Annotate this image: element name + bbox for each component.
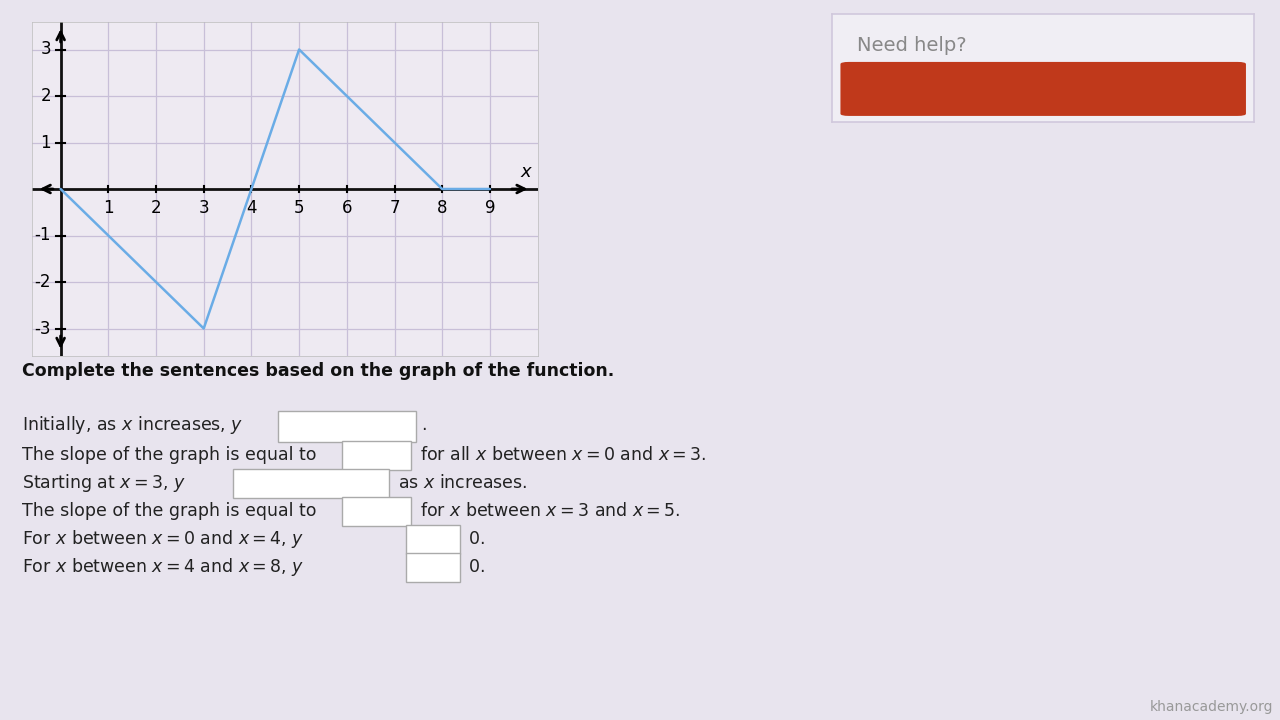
Text: 1: 1 bbox=[41, 133, 51, 151]
Text: Starting at $x = 3$, $y$: Starting at $x = 3$, $y$ bbox=[22, 472, 186, 494]
Text: Initially, as $x$ increases, $y$: Initially, as $x$ increases, $y$ bbox=[22, 414, 243, 436]
Text: khanacademy.org: khanacademy.org bbox=[1151, 701, 1274, 714]
Text: The slope of the graph is equal to: The slope of the graph is equal to bbox=[22, 446, 316, 464]
Text: .: . bbox=[421, 416, 426, 434]
Text: ▾: ▾ bbox=[399, 420, 404, 430]
Text: for all $x$ between $x = 0$ and $x = 3$.: for all $x$ between $x = 0$ and $x = 3$. bbox=[420, 446, 707, 464]
Text: -2: -2 bbox=[35, 273, 51, 291]
Text: $0$.: $0$. bbox=[468, 530, 485, 548]
Text: 6: 6 bbox=[342, 199, 352, 217]
Text: decreases: decreases bbox=[284, 416, 384, 434]
Text: I'd like a hint: I'd like a hint bbox=[979, 80, 1107, 98]
Text: 5: 5 bbox=[294, 199, 305, 217]
Text: ▾: ▾ bbox=[372, 478, 378, 488]
Text: ▾: ▾ bbox=[443, 534, 448, 544]
Text: 2: 2 bbox=[41, 87, 51, 105]
Text: 1: 1 bbox=[102, 199, 114, 217]
Text: 9: 9 bbox=[485, 199, 495, 217]
Text: 4: 4 bbox=[246, 199, 257, 217]
Text: 8: 8 bbox=[436, 199, 448, 217]
Text: 3: 3 bbox=[41, 40, 51, 58]
Text: for $x$ between $x = 3$ and $x = 5$.: for $x$ between $x = 3$ and $x = 5$. bbox=[420, 502, 681, 520]
Text: $x$: $x$ bbox=[520, 163, 532, 181]
Text: The slope of the graph is equal to: The slope of the graph is equal to bbox=[22, 502, 316, 520]
Text: 2: 2 bbox=[151, 199, 161, 217]
FancyBboxPatch shape bbox=[841, 62, 1245, 116]
Text: For $x$ between $x = 4$ and $x = 8$, $y$: For $x$ between $x = 4$ and $x = 8$, $y$ bbox=[22, 556, 305, 578]
Text: Complete the sentences based on the graph of the function.: Complete the sentences based on the grap… bbox=[22, 362, 614, 380]
Text: For $x$ between $x = 0$ and $x = 4$, $y$: For $x$ between $x = 0$ and $x = 4$, $y$ bbox=[22, 528, 305, 550]
Text: $0$.: $0$. bbox=[468, 558, 485, 576]
Text: $-1$: $-1$ bbox=[348, 446, 374, 464]
Text: ▾: ▾ bbox=[443, 562, 448, 572]
Text: 7: 7 bbox=[389, 199, 399, 217]
Text: 3: 3 bbox=[198, 199, 209, 217]
Text: -1: -1 bbox=[35, 227, 51, 245]
Text: as $x$ increases.: as $x$ increases. bbox=[398, 474, 527, 492]
Text: Need help?: Need help? bbox=[858, 36, 966, 55]
Text: -3: -3 bbox=[35, 320, 51, 338]
